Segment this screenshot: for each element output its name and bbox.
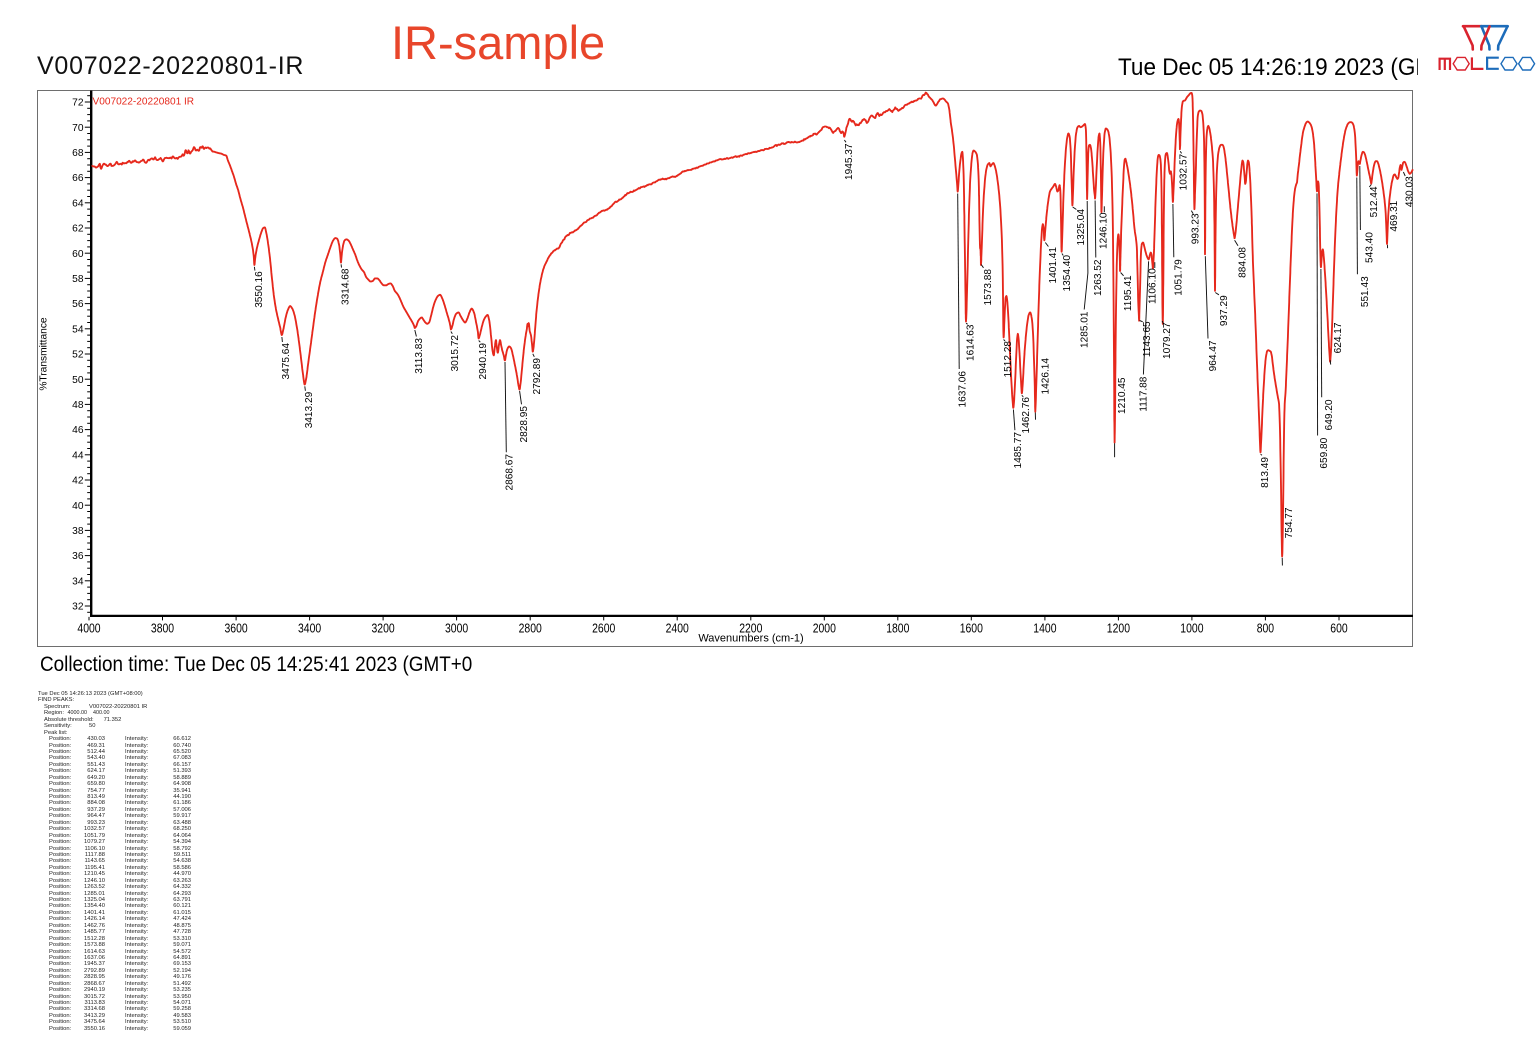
svg-text:1637.06: 1637.06	[958, 371, 969, 408]
svg-text:1285.01: 1285.01	[1079, 311, 1090, 348]
svg-text:1573.88: 1573.88	[983, 269, 994, 306]
svg-text:1032.57: 1032.57	[1179, 153, 1190, 190]
svg-text:64: 64	[72, 198, 84, 209]
svg-text:3413.29: 3413.29	[304, 391, 315, 428]
svg-text:66: 66	[72, 173, 84, 184]
svg-text:512.44: 512.44	[1369, 186, 1380, 217]
svg-text:62: 62	[72, 224, 84, 235]
svg-text:964.47: 964.47	[1208, 340, 1219, 371]
svg-text:1512.28: 1512.28	[1003, 341, 1014, 378]
svg-text:2828.95: 2828.95	[519, 406, 530, 443]
svg-text:1200: 1200	[1107, 621, 1130, 636]
svg-text:2800: 2800	[519, 621, 542, 636]
svg-text:800: 800	[1257, 621, 1274, 636]
svg-text:50: 50	[72, 375, 84, 386]
svg-text:1354.40: 1354.40	[1062, 255, 1073, 292]
svg-text:1106.10: 1106.10	[1148, 268, 1159, 304]
svg-text:624.17: 624.17	[1333, 322, 1344, 353]
svg-text:1117.88: 1117.88	[1139, 376, 1150, 411]
svg-text:2600: 2600	[592, 621, 615, 636]
svg-text:1400: 1400	[1033, 621, 1056, 636]
svg-text:4000: 4000	[77, 621, 100, 636]
svg-text:3400: 3400	[298, 621, 321, 636]
svg-text:1210.45: 1210.45	[1117, 377, 1128, 414]
svg-text:3475.64: 3475.64	[281, 343, 292, 380]
svg-text:3000: 3000	[445, 621, 468, 636]
svg-text:68: 68	[72, 148, 84, 159]
svg-text:1051.79: 1051.79	[1174, 259, 1185, 296]
svg-text:2200: 2200	[739, 621, 762, 636]
svg-text:1614.63: 1614.63	[965, 324, 976, 361]
svg-text:1600: 1600	[960, 621, 983, 636]
svg-text:%Transmittance: %Transmittance	[39, 317, 50, 391]
svg-text:649.20: 649.20	[1324, 399, 1335, 430]
svg-text:3800: 3800	[151, 621, 174, 636]
svg-text:3200: 3200	[372, 621, 395, 636]
svg-text:1325.04: 1325.04	[1076, 209, 1087, 246]
svg-text:754.77: 754.77	[1284, 507, 1295, 538]
svg-text:56: 56	[72, 299, 84, 310]
svg-text:48: 48	[72, 400, 84, 411]
svg-text:58: 58	[72, 274, 84, 285]
svg-text:813.49: 813.49	[1260, 457, 1271, 488]
svg-text:1263.52: 1263.52	[1093, 259, 1104, 296]
svg-text:3550.16: 3550.16	[254, 271, 265, 308]
svg-text:1195.41: 1195.41	[1123, 275, 1134, 311]
svg-text:469.31: 469.31	[1389, 200, 1400, 231]
svg-text:1401.41: 1401.41	[1048, 247, 1059, 284]
svg-text:70: 70	[72, 123, 84, 134]
svg-text:40: 40	[72, 501, 84, 512]
svg-text:543.40: 543.40	[1364, 232, 1375, 263]
svg-text:34: 34	[72, 576, 84, 587]
svg-text:36: 36	[72, 551, 84, 562]
svg-text:937.29: 937.29	[1219, 295, 1230, 326]
svg-text:54: 54	[72, 324, 84, 335]
svg-text:72: 72	[72, 98, 84, 109]
svg-text:3314.68: 3314.68	[340, 268, 351, 305]
svg-text:1143.65: 1143.65	[1142, 321, 1153, 357]
svg-text:1000: 1000	[1180, 621, 1203, 636]
svg-text:52: 52	[72, 350, 84, 361]
svg-text:3113.83: 3113.83	[414, 338, 425, 374]
svg-text:600: 600	[1330, 621, 1347, 636]
svg-text:993.23: 993.23	[1191, 213, 1202, 244]
svg-text:42: 42	[72, 476, 84, 487]
svg-text:430.03: 430.03	[1404, 176, 1415, 207]
svg-text:Wavenumbers (cm-1): Wavenumbers (cm-1)	[698, 633, 803, 645]
svg-text:1800: 1800	[886, 621, 909, 636]
svg-text:551.43: 551.43	[1360, 276, 1371, 307]
svg-text:1462.76: 1462.76	[1021, 397, 1032, 434]
svg-text:3600: 3600	[225, 621, 248, 636]
svg-text:1945.37: 1945.37	[844, 143, 855, 180]
svg-text:2868.67: 2868.67	[504, 454, 515, 491]
svg-text:38: 38	[72, 526, 84, 537]
svg-text:884.08: 884.08	[1238, 247, 1249, 278]
svg-text:659.80: 659.80	[1319, 437, 1330, 468]
svg-text:2400: 2400	[666, 621, 689, 636]
svg-text:44: 44	[72, 450, 84, 461]
svg-text:2000: 2000	[813, 621, 836, 636]
svg-text:1079.27: 1079.27	[1162, 322, 1173, 359]
svg-text:1246.10: 1246.10	[1099, 212, 1110, 249]
svg-text:2792.89: 2792.89	[532, 358, 543, 395]
svg-text:1485.77: 1485.77	[1013, 432, 1024, 469]
svg-text:32: 32	[72, 602, 84, 613]
svg-text:1426.14: 1426.14	[1041, 358, 1052, 395]
svg-text:46: 46	[72, 425, 84, 436]
svg-text:60: 60	[72, 249, 84, 260]
svg-text:V007022-20220801 IR: V007022-20220801 IR	[93, 97, 195, 108]
svg-text:2940.19: 2940.19	[478, 343, 489, 380]
svg-text:3015.72: 3015.72	[450, 335, 461, 372]
